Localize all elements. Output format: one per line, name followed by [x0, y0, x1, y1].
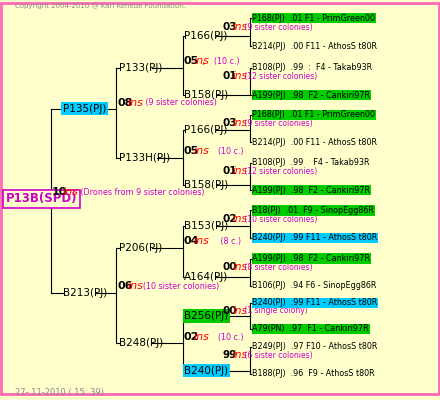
Text: B213(PJ): B213(PJ)	[62, 288, 107, 298]
Text: 99: 99	[222, 350, 236, 360]
Text: 03: 03	[222, 118, 237, 128]
Text: P133(PJ): P133(PJ)	[119, 63, 163, 73]
Text: (1 single colony): (1 single colony)	[242, 306, 308, 316]
Text: (8 sister colonies): (8 sister colonies)	[242, 263, 312, 272]
Text: B248(PJ): B248(PJ)	[119, 338, 164, 348]
Text: (9 sister colonies): (9 sister colonies)	[138, 98, 217, 107]
Text: ins: ins	[232, 71, 247, 81]
Text: 01: 01	[222, 166, 237, 176]
Text: B108(PJ)  .99  :  F4 - Takab93R: B108(PJ) .99 : F4 - Takab93R	[253, 63, 373, 72]
Text: ins: ins	[232, 22, 247, 32]
Text: 02: 02	[184, 332, 199, 342]
Text: ins: ins	[128, 98, 143, 108]
Text: ins: ins	[232, 262, 247, 272]
Text: B106(PJ)  .94 F6 - SinopEgg86R: B106(PJ) .94 F6 - SinopEgg86R	[253, 282, 377, 290]
Text: (10 sister colonies): (10 sister colonies)	[242, 214, 317, 224]
Text: (12 sister colonies): (12 sister colonies)	[242, 167, 317, 176]
Text: ins: ins	[62, 188, 78, 198]
Text: (Drones from 9 sister colonies): (Drones from 9 sister colonies)	[73, 188, 204, 197]
Text: B256(PJ): B256(PJ)	[184, 311, 228, 321]
Text: B18(PJ)  .01  F9 - SinopEgg86R: B18(PJ) .01 F9 - SinopEgg86R	[253, 206, 374, 215]
Text: (6 sister colonies): (6 sister colonies)	[242, 351, 312, 360]
Text: P168(PJ)  .01 F1 - PrimGreen00: P168(PJ) .01 F1 - PrimGreen00	[253, 14, 375, 22]
Text: B188(PJ)  .96  F9 - AthosS t80R: B188(PJ) .96 F9 - AthosS t80R	[253, 369, 375, 378]
Text: 03: 03	[222, 22, 237, 32]
Text: B158(PJ): B158(PJ)	[184, 180, 228, 190]
Text: 10: 10	[52, 188, 67, 198]
Text: A79(PN)  .97  F1 - Cankiri97R: A79(PN) .97 F1 - Cankiri97R	[253, 324, 369, 334]
Text: (10 c.): (10 c.)	[213, 333, 244, 342]
Text: A199(PJ)  .98  F2 - Cankiri97R: A199(PJ) .98 F2 - Cankiri97R	[253, 254, 370, 263]
Text: 27- 11-2010 ( 15: 39): 27- 11-2010 ( 15: 39)	[15, 388, 103, 397]
Text: 00: 00	[222, 306, 237, 316]
Text: 01: 01	[222, 71, 237, 81]
Text: P166(PJ): P166(PJ)	[184, 125, 227, 135]
Text: P168(PJ)  .01 F1 - PrimGreen00: P168(PJ) .01 F1 - PrimGreen00	[253, 110, 375, 119]
Text: B153(PJ): B153(PJ)	[184, 221, 228, 231]
Text: A199(PJ)  .98  F2 - Cankiri97R: A199(PJ) .98 F2 - Cankiri97R	[253, 186, 370, 195]
Text: (10 c.): (10 c.)	[209, 57, 240, 66]
Text: (10 sister colonies): (10 sister colonies)	[138, 282, 220, 291]
Text: 06: 06	[117, 281, 133, 291]
Text: B214(PJ)  .00 F11 - AthosS t80R: B214(PJ) .00 F11 - AthosS t80R	[253, 42, 378, 51]
Text: B214(PJ)  .00 F11 - AthosS t80R: B214(PJ) .00 F11 - AthosS t80R	[253, 138, 378, 146]
Text: P133H(PJ): P133H(PJ)	[119, 153, 171, 163]
Text: (10 c.): (10 c.)	[213, 147, 244, 156]
Text: B240(PJ)  .99 F11 - AthosS t80R: B240(PJ) .99 F11 - AthosS t80R	[253, 233, 378, 242]
Text: B240(PJ)  .99 F11 - AthosS t80R: B240(PJ) .99 F11 - AthosS t80R	[253, 298, 378, 307]
Text: P135(PJ): P135(PJ)	[62, 104, 106, 114]
Text: ,: ,	[201, 56, 205, 66]
Text: ins: ins	[232, 306, 247, 316]
Text: ins: ins	[193, 56, 209, 66]
Text: 00: 00	[222, 262, 237, 272]
Text: B158(PJ): B158(PJ)	[184, 90, 228, 100]
Text: (9 sister colonies): (9 sister colonies)	[242, 23, 312, 32]
Text: Copyright 2004-2010 @ Karl Kehede Foundation.: Copyright 2004-2010 @ Karl Kehede Founda…	[15, 3, 186, 10]
Text: P206(PJ): P206(PJ)	[119, 242, 163, 252]
Text: B108(PJ)  .99    F4 - Takab93R: B108(PJ) .99 F4 - Takab93R	[253, 158, 370, 167]
Text: A164(PJ): A164(PJ)	[184, 272, 228, 282]
Text: 08: 08	[117, 98, 133, 108]
Text: P166(PJ): P166(PJ)	[184, 32, 227, 42]
Text: P13B(SPD): P13B(SPD)	[6, 192, 77, 205]
Text: ins: ins	[128, 281, 143, 291]
Text: 05: 05	[184, 56, 199, 66]
Text: 05: 05	[184, 146, 199, 156]
Text: ins: ins	[193, 332, 209, 342]
Text: ins: ins	[232, 350, 247, 360]
Text: 04: 04	[184, 236, 199, 246]
Text: (8 c.): (8 c.)	[213, 237, 241, 246]
Text: ins: ins	[193, 236, 209, 246]
Text: (9 sister colonies): (9 sister colonies)	[242, 119, 312, 128]
Text: ins: ins	[232, 118, 247, 128]
Text: A199(PJ)  .98  F2 - Cankiri97R: A199(PJ) .98 F2 - Cankiri97R	[253, 91, 370, 100]
Text: B249(PJ)  .97 F10 - AthosS t80R: B249(PJ) .97 F10 - AthosS t80R	[253, 342, 378, 351]
Text: (12 sister colonies): (12 sister colonies)	[242, 72, 317, 81]
Text: B240(PJ): B240(PJ)	[184, 366, 228, 376]
Text: ins: ins	[193, 146, 209, 156]
Text: ins: ins	[232, 214, 247, 224]
Text: 02: 02	[222, 214, 237, 224]
Text: ins: ins	[232, 166, 247, 176]
